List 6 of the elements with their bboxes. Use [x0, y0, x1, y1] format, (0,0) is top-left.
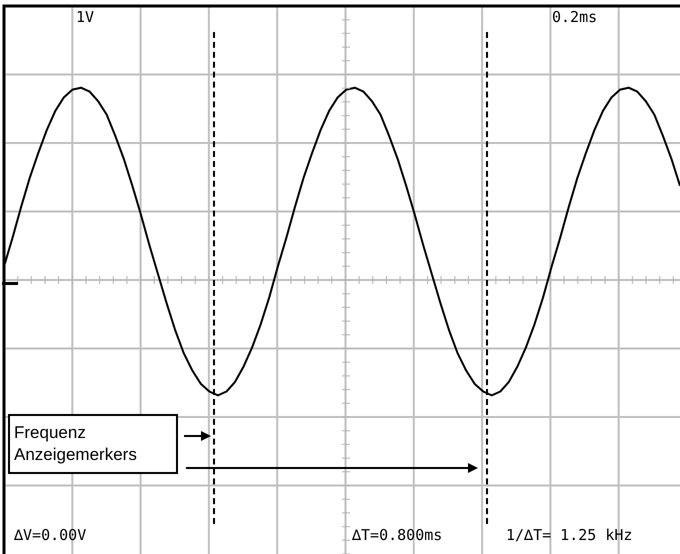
text: 1V: [76, 8, 94, 26]
text: Frequenz Anzeigemerkers: [8, 414, 178, 474]
text: 0.2ms: [552, 8, 598, 26]
text: ∆T=0.800ms: [352, 526, 442, 544]
text: 1/∆T= 1.25 kHz: [506, 526, 632, 544]
text: ∆V=0.00V: [14, 526, 86, 544]
